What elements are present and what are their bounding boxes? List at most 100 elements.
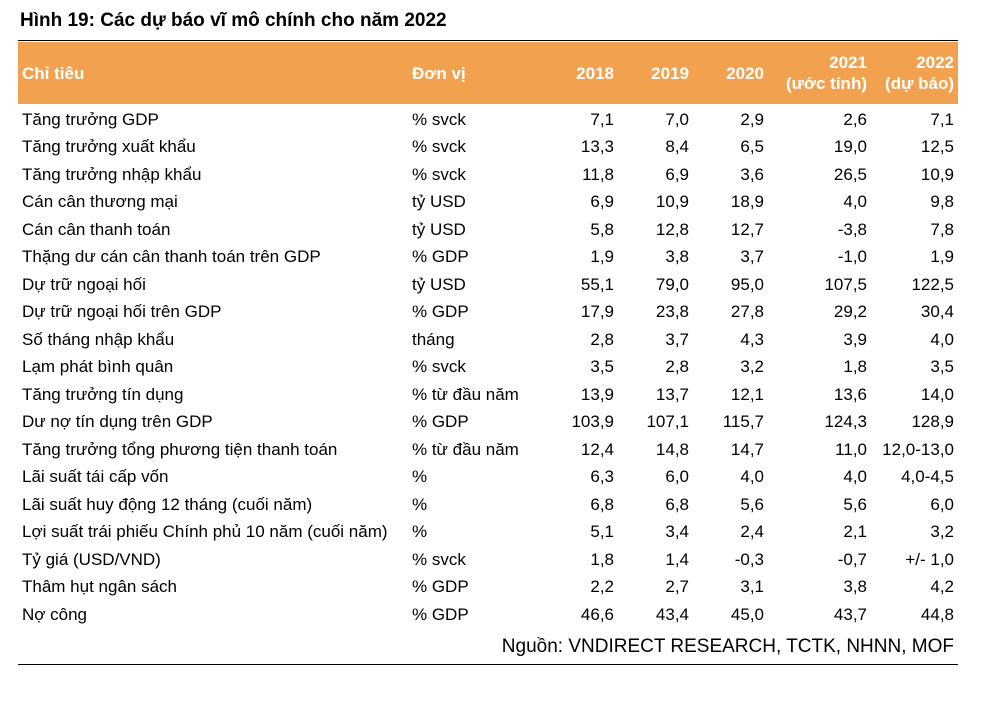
cell-2018: 1,8 xyxy=(590,549,614,569)
header-unit: Đơn vị xyxy=(412,63,466,83)
cell-indicator: Tăng trưởng GDP xyxy=(22,110,159,129)
cell-2018: 2,2 xyxy=(590,577,614,597)
cell-2021: 3,9 xyxy=(843,329,867,349)
cell-2022: 3,2 xyxy=(930,522,954,542)
cell-2021: 2,6 xyxy=(843,110,867,129)
cell-2019: 43,4 xyxy=(655,604,689,624)
cell-2019: 6,8 xyxy=(665,494,689,514)
cell-2022: 44,8 xyxy=(920,604,954,624)
cell-2022: 4,0 xyxy=(930,329,954,349)
cell-2020: 3,6 xyxy=(740,164,764,184)
cell-2022: 30,4 xyxy=(920,302,954,322)
title-divider xyxy=(18,40,958,41)
cell-2021: 4,0 xyxy=(843,467,867,487)
cell-indicator: Tỷ giá (USD/VND) xyxy=(22,549,161,569)
cell-2020: 4,3 xyxy=(740,329,764,349)
cell-2019: 12,8 xyxy=(655,219,689,239)
cell-2022: 4,2 xyxy=(930,577,954,597)
cell-2020: 12,7 xyxy=(730,219,764,239)
cell-indicator: Nợ công xyxy=(22,604,88,624)
cell-2018: 17,9 xyxy=(580,302,614,322)
table-row: Thâm hụt ngân sách % GDP 2,2 2,7 3,1 3,8 4,2 xyxy=(18,573,958,601)
cell-unit: % GDP xyxy=(412,604,469,624)
table-row: Tăng trưởng GDP % svck 7,1 7,0 2,9 2,6 7,1 xyxy=(18,104,958,133)
header-2020: 2020 xyxy=(726,63,764,83)
cell-unit: tỷ USD xyxy=(412,274,466,294)
cell-unit: tỷ USD xyxy=(412,219,466,239)
cell-2020: 27,8 xyxy=(730,302,764,322)
cell-indicator: Lãi suất tái cấp vốn xyxy=(22,467,169,487)
cell-indicator: Tăng trưởng tín dụng xyxy=(22,384,184,404)
cell-2018: 2,8 xyxy=(590,329,614,349)
figure-title: Hình 19: Các dự báo vĩ mô chính cho năm … xyxy=(20,10,447,31)
cell-2020: 2,9 xyxy=(740,110,764,129)
cell-2019: 7,0 xyxy=(665,110,689,129)
cell-2019: 3,7 xyxy=(665,329,689,349)
cell-2022: 7,8 xyxy=(930,219,954,239)
cell-unit: tháng xyxy=(412,329,455,349)
table-body: Tăng trưởng GDP% svck 7,1 7,0 2,9 2,6 7,1 Tăng… xyxy=(18,104,958,628)
cell-2020: 5,6 xyxy=(740,494,764,514)
cell-2019: 6,9 xyxy=(665,164,689,184)
cell-2021: 19,0 xyxy=(833,137,867,157)
cell-2020: 3,2 xyxy=(740,357,764,377)
cell-2021: 107,5 xyxy=(824,274,867,294)
cell-2020: 2,4 xyxy=(740,522,764,542)
table-row: Cán cân thanh toán tỷ USD 5,8 12,8 12,7 -3,8 7… xyxy=(18,216,958,244)
cell-2020: -0,3 xyxy=(734,549,764,569)
cell-2021: 4,0 xyxy=(843,192,867,212)
table-row: Tăng trưởng xuất khẩu % svck 13,3 8,4 6,5 19,… xyxy=(18,133,958,161)
cell-2018: 11,8 xyxy=(582,164,614,184)
cell-indicator: Lợi suất trái phiếu Chính phủ 10 năm (cu… xyxy=(22,522,388,542)
cell-2019: 2,8 xyxy=(665,357,689,377)
cell-unit: % xyxy=(412,467,428,487)
header-indicator: Chỉ tiêu xyxy=(22,63,85,83)
cell-2020: 45,0 xyxy=(730,604,764,624)
cell-2019: 10,9 xyxy=(655,192,689,212)
table-row: Nợ công % GDP 46,6 43,4 45,0 43,7 44,8 xyxy=(18,601,958,629)
cell-2022: 1,9 xyxy=(930,247,954,267)
cell-2020: 115,7 xyxy=(722,412,764,432)
cell-2018: 3,5 xyxy=(590,357,614,377)
cell-indicator: Thâm hụt ngân sách xyxy=(22,577,177,597)
table-row: Lãi suất tái cấp vốn% 6,3 6,0 4,0 4,0 4,0-4,5 xyxy=(18,463,958,491)
cell-2019: 14,8 xyxy=(655,439,689,459)
cell-indicator: Cán cân thanh toán xyxy=(22,219,171,239)
header-2022-year: 2022 xyxy=(916,53,954,72)
cell-2019: 3,8 xyxy=(665,247,689,267)
cell-indicator: Dự trữ ngoại hối xyxy=(22,274,146,294)
cell-2018: 6,3 xyxy=(590,467,614,487)
cell-unit: % svck xyxy=(412,164,466,184)
cell-unit: % svck xyxy=(412,357,466,377)
cell-2021: 1,8 xyxy=(843,357,867,377)
cell-indicator: Số tháng nhập khẩu xyxy=(22,329,175,349)
cell-2020: 3,1 xyxy=(740,577,764,597)
cell-2022: 4,0-4,5 xyxy=(901,467,954,487)
cell-2021: 2,1 xyxy=(843,522,867,542)
cell-2019: 6,0 xyxy=(665,467,689,487)
cell-unit: % xyxy=(412,494,428,514)
cell-2021: 5,6 xyxy=(843,494,867,514)
cell-2021: -1,0 xyxy=(837,247,867,267)
table-row: Lạm phát bình quân % svck 3,5 2,8 3,2 1,8 3,5 xyxy=(18,353,958,381)
cell-2021: 3,8 xyxy=(843,577,867,597)
cell-2019: 3,4 xyxy=(665,522,689,542)
table-row: Dư nợ tín dụng trên GDP % GDP 103,9 107,1 11… xyxy=(18,408,958,436)
cell-unit: % xyxy=(412,522,428,542)
cell-2018: 1,9 xyxy=(590,247,614,267)
table-row: Dự trữ ngoại hối trên GDP % GDP 17,9 23,8 27… xyxy=(18,298,958,326)
cell-2018: 13,9 xyxy=(580,384,614,404)
cell-indicator: Thặng dư cán cân thanh toán trên GDP xyxy=(22,247,321,267)
cell-2021: -0,7 xyxy=(837,549,867,569)
cell-unit: % svck xyxy=(412,110,466,129)
cell-2022: 128,9 xyxy=(911,412,954,432)
cell-2019: 8,4 xyxy=(665,137,689,157)
cell-2020: 14,7 xyxy=(730,439,764,459)
cell-2022: 10,9 xyxy=(920,164,954,184)
cell-2022: 12,5 xyxy=(920,137,954,157)
cell-2018: 12,4 xyxy=(580,439,614,459)
cell-unit: % svck xyxy=(412,549,466,569)
cell-unit: % GDP xyxy=(412,302,469,322)
cell-indicator: Dư nợ tín dụng trên GDP xyxy=(22,412,213,432)
header-2021: 2021 (ước tính) xyxy=(768,42,871,104)
